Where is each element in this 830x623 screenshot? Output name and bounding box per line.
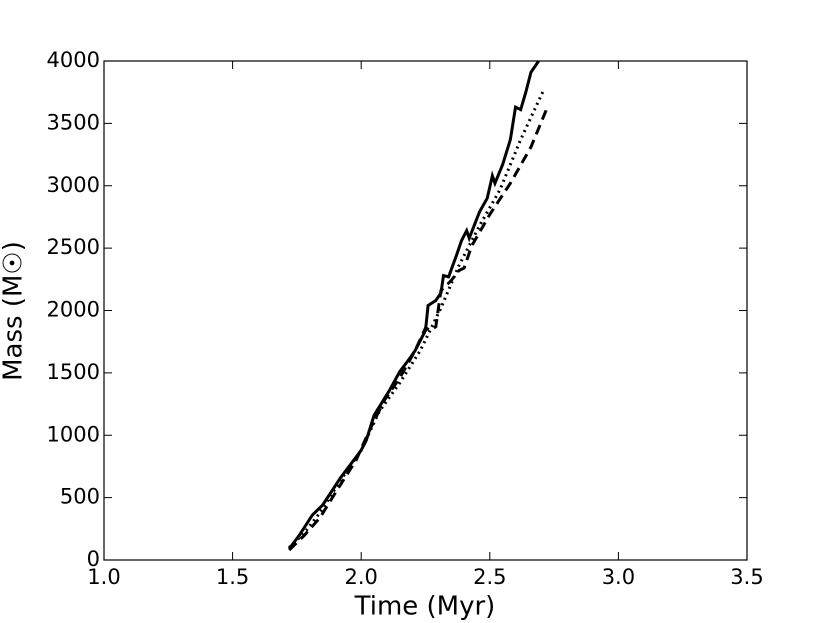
x-tick-label: 1.0 bbox=[87, 565, 120, 589]
x-tick-label: 3.5 bbox=[730, 565, 763, 589]
data-line bbox=[287, 60, 540, 550]
x-tick-label: 2.5 bbox=[473, 565, 506, 589]
data-line bbox=[288, 109, 548, 552]
y-tick-label: 2500 bbox=[47, 235, 100, 259]
y-tick-label: 0 bbox=[87, 547, 100, 571]
y-tick-label: 1000 bbox=[47, 422, 100, 446]
x-tick-label: 1.5 bbox=[216, 565, 249, 589]
y-tick-label: 3000 bbox=[47, 173, 100, 197]
x-axis-label: Time (Myr) bbox=[354, 592, 496, 622]
x-tick-label: 3.0 bbox=[602, 565, 635, 589]
y-tick-label: 500 bbox=[60, 485, 100, 509]
y-tick-label: 4000 bbox=[47, 48, 100, 72]
y-tick-label: 2000 bbox=[47, 298, 100, 322]
plot-frame bbox=[103, 60, 748, 561]
y-axis-label: Mass (M☉) bbox=[0, 241, 29, 381]
y-tick-label: 1500 bbox=[47, 360, 100, 384]
y-tick-label: 3500 bbox=[47, 110, 100, 134]
x-tick-label: 2.0 bbox=[344, 565, 377, 589]
